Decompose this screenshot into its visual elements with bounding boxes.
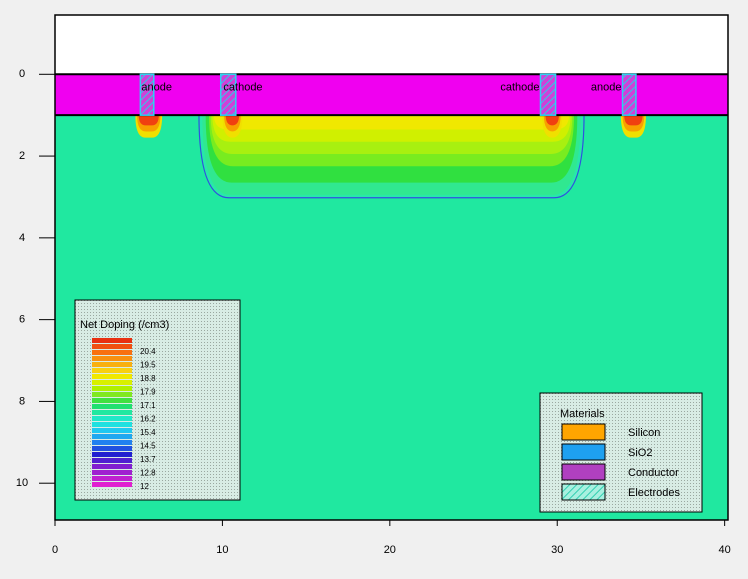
electrode [621, 73, 637, 116]
color-swatch [92, 464, 132, 469]
y-tick-label: 6 [19, 314, 25, 326]
color-label: 12 [140, 482, 149, 491]
plot-frame [54, 14, 729, 521]
x-tick-label: 10 [216, 544, 228, 556]
doping-region [225, 115, 240, 126]
electrode [219, 73, 237, 116]
material-swatch [561, 483, 606, 501]
color-label: 18.8 [140, 374, 156, 383]
color-swatch [92, 380, 132, 385]
x-tick-label: 20 [384, 544, 396, 556]
color-swatch [92, 422, 132, 427]
color-swatch [92, 374, 132, 379]
electrode-label: anode [141, 82, 172, 94]
material-label: Conductor [628, 467, 679, 479]
y-tick-label: 10 [16, 477, 28, 489]
color-swatch [92, 368, 132, 373]
color-swatch [92, 356, 132, 361]
color-label: 12.8 [140, 469, 156, 478]
doping-region [624, 115, 643, 126]
y-tick-label: 4 [19, 232, 25, 244]
color-swatch [92, 362, 132, 367]
color-swatch [92, 440, 132, 445]
color-label: 14.5 [140, 442, 156, 451]
electrode-label: anode [591, 82, 622, 94]
color-swatch [92, 344, 132, 349]
color-swatch [92, 338, 132, 343]
doping-legend-title: Net Doping (/cm3) [80, 319, 169, 331]
material-swatch [561, 423, 606, 441]
color-label: 17.9 [140, 388, 156, 397]
doping-region [545, 115, 559, 126]
x-tick-label: 40 [719, 544, 731, 556]
color-swatch [92, 386, 132, 391]
doping-region [138, 115, 159, 126]
x-tick-label: 0 [52, 544, 58, 556]
color-swatch [92, 350, 132, 355]
color-swatch [92, 392, 132, 397]
color-swatch [92, 416, 132, 421]
color-label: 16.2 [140, 415, 156, 424]
color-swatch [92, 428, 132, 433]
color-swatch [92, 452, 132, 457]
y-tick-label: 2 [19, 150, 25, 162]
color-swatch [92, 470, 132, 475]
color-swatch [92, 446, 132, 451]
color-label: 13.7 [140, 455, 156, 464]
color-swatch [92, 410, 132, 415]
color-swatch [92, 434, 132, 439]
color-swatch [92, 482, 132, 487]
color-label: 15.4 [140, 428, 156, 437]
color-swatch [92, 404, 132, 409]
electrode-label: cathode [223, 82, 262, 94]
material-label: Electrodes [628, 487, 680, 499]
color-label: 19.5 [140, 361, 156, 370]
color-swatch [92, 398, 132, 403]
y-tick-label: 8 [19, 395, 25, 407]
y-tick-label: 0 [19, 68, 25, 80]
material-swatch [561, 443, 606, 461]
x-tick-label: 30 [551, 544, 563, 556]
doping-region [214, 115, 569, 130]
oxide [55, 74, 728, 116]
material-label: SiO2 [628, 447, 652, 459]
electrode [139, 73, 155, 116]
color-label: 20.4 [140, 347, 156, 356]
air [55, 15, 728, 75]
color-label: 17.1 [140, 401, 156, 410]
material-swatch [561, 463, 606, 481]
color-swatch [92, 476, 132, 481]
color-swatch [92, 458, 132, 463]
materials-legend-title: Materials [560, 408, 605, 420]
material-label: Silicon [628, 427, 660, 439]
electrode-label: cathode [500, 82, 539, 94]
electrode [539, 73, 557, 116]
